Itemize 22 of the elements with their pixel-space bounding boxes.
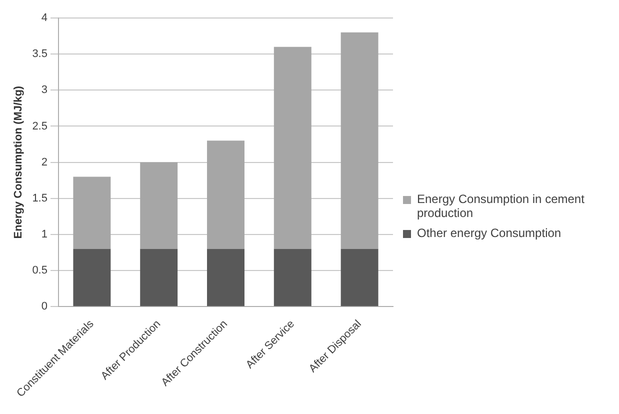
- y-tick-label: 4: [41, 12, 48, 24]
- bar: [207, 140, 244, 249]
- y-tick-label: 1.5: [32, 192, 48, 204]
- bar: [73, 248, 111, 306]
- bar: [140, 162, 178, 249]
- bar: [274, 248, 312, 306]
- y-tick-label: 0: [41, 300, 48, 313]
- bar: [340, 248, 378, 306]
- y-axis-title: Energy Consumption (MJ/kg): [12, 86, 25, 239]
- y-tick-label: 0.5: [32, 264, 48, 277]
- legend-label: Energy Consumption in cement production: [417, 192, 586, 220]
- y-tick-label: 2: [41, 156, 48, 168]
- bar: [340, 32, 378, 249]
- bar: [140, 248, 178, 306]
- bar: [73, 176, 111, 249]
- y-tick-label: 3.5: [32, 48, 48, 60]
- legend-label: Other energy Consumption: [417, 226, 562, 240]
- y-tick-label: 1: [41, 228, 48, 240]
- y-tick-label: 2.5: [32, 120, 48, 132]
- y-tick-label: 3: [41, 84, 48, 96]
- bar: [207, 248, 244, 306]
- bar: [274, 46, 312, 249]
